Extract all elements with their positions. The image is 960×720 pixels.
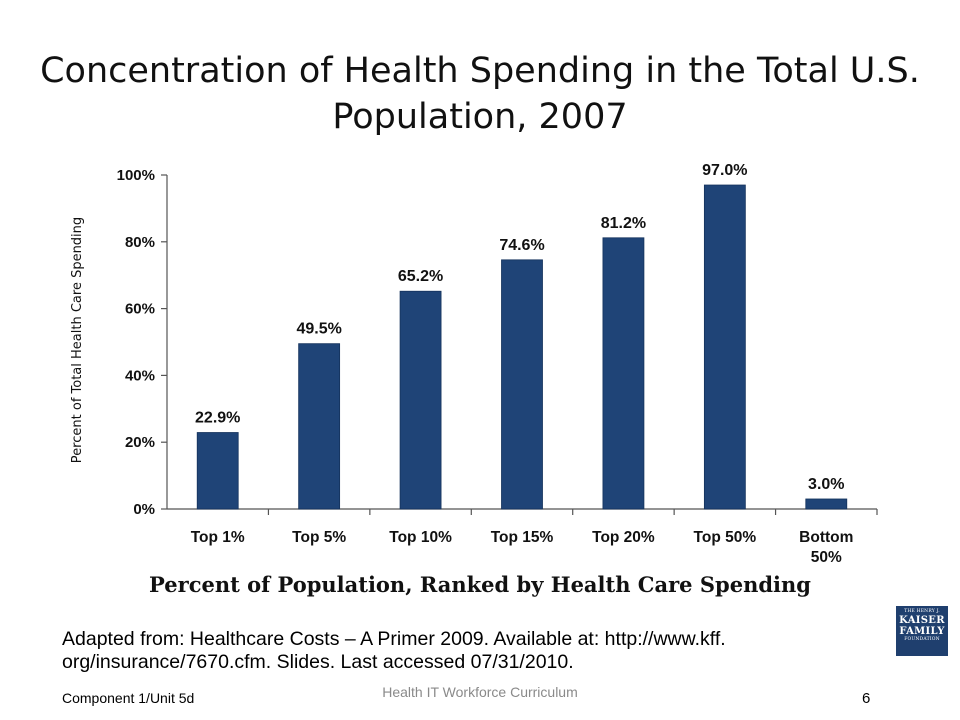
bar <box>703 184 746 510</box>
bar <box>602 237 645 510</box>
bar-value-label: 97.0% <box>702 162 747 179</box>
category-label: Top 20% <box>592 529 655 546</box>
kaiser-family-foundation-logo: THE HENRY J. KAISER FAMILY FOUNDATION <box>896 606 948 656</box>
y-axis-title: Percent of Total Health Care Spending <box>70 216 85 464</box>
y-tick-label: 40% <box>125 367 155 384</box>
bar <box>399 290 442 510</box>
bar-value-label: 22.9% <box>195 410 240 427</box>
category-label: Top 1% <box>191 529 245 546</box>
category-label: Top 15% <box>491 529 554 546</box>
y-tick-label: 100% <box>117 167 155 184</box>
category-label: Top 50% <box>694 529 757 546</box>
bar-value-label: 65.2% <box>398 268 443 285</box>
bar <box>805 498 848 510</box>
y-tick-label: 60% <box>125 301 155 318</box>
slide-title: Concentration of Health Spending in the … <box>40 51 920 137</box>
bar-value-label: 49.5% <box>296 321 341 338</box>
bar <box>298 343 341 510</box>
y-tick-label: 80% <box>125 234 155 251</box>
bar-value-label: 74.6% <box>499 237 544 254</box>
x-axis-title: Percent of Population, Ranked by Health … <box>149 572 811 597</box>
footer-curriculum-label: Health IT Workforce Curriculum <box>382 684 578 700</box>
y-tick-label: 20% <box>125 434 155 451</box>
page-number: 6 <box>862 690 871 707</box>
y-tick-label: 0% <box>133 501 155 518</box>
category-label: Top 5% <box>292 529 346 546</box>
source-citation: Adapted from: Healthcare Costs – A Prime… <box>62 628 726 673</box>
bar <box>196 432 239 510</box>
category-label: Bottom 50% <box>799 529 853 566</box>
category-label: Top 10% <box>389 529 452 546</box>
bar-value-label: 81.2% <box>601 215 646 232</box>
footer-unit-label: Component 1/Unit 5d <box>62 690 195 706</box>
chart-bars <box>196 184 848 510</box>
bar <box>501 259 543 510</box>
bar-value-label: 3.0% <box>808 476 844 493</box>
chart-labels: 0% 20% 40% 60% 80% 100% 22.9% Top 1% 49.5% Top 5%… <box>117 162 854 566</box>
